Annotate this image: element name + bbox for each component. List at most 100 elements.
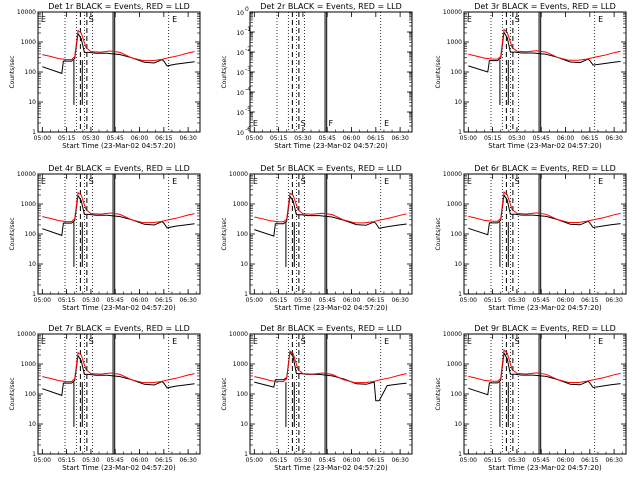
panel-title: Det 8r BLACK = Events, RED = LLD — [260, 324, 402, 333]
panel-title: Det 5r BLACK = Events, RED = LLD — [260, 164, 402, 173]
y-tick-label: 10 — [28, 261, 36, 268]
attenuator-marker-f: F — [328, 119, 333, 128]
y-tick-label: 10 — [236, 30, 244, 37]
y-tick-label: 10 — [236, 10, 244, 17]
x-tick-label: 05:15 — [58, 297, 75, 304]
x-tick-label: 06:30 — [605, 457, 622, 464]
y-tick-label: 10 — [240, 421, 248, 428]
attenuator-marker-e: E — [467, 177, 472, 186]
x-tick-label: 05:15 — [484, 135, 501, 142]
y-tick-label: 100 — [451, 391, 463, 398]
y-tick-exponent: -1 — [245, 26, 251, 33]
x-tick-label: 05:15 — [58, 135, 75, 142]
y-axis-label: Counts/sec — [435, 55, 442, 88]
x-tick-label: 05:00 — [246, 457, 263, 464]
y-axis-label: Counts/sec — [9, 55, 16, 88]
x-tick-label: 05:30 — [508, 457, 525, 464]
y-tick-label: 1000 — [21, 39, 36, 46]
y-tick-label: 1 — [244, 291, 248, 298]
attenuator-marker-e: E — [41, 177, 46, 186]
y-tick-label: 10000 — [229, 331, 248, 338]
x-tick-label: 05:30 — [82, 297, 99, 304]
x-tick-label: 05:45 — [533, 135, 550, 142]
attenuator-marker-e: E — [172, 15, 177, 24]
x-tick-label: 05:15 — [270, 457, 287, 464]
events-line — [42, 354, 195, 397]
y-tick-exponent: -6 — [245, 126, 251, 133]
x-tick-label: 06:00 — [557, 135, 574, 142]
lld-line — [468, 28, 621, 61]
y-tick-label: 10000 — [443, 171, 462, 178]
y-tick-label: 1000 — [233, 201, 248, 208]
x-tick-label: 05:30 — [294, 457, 311, 464]
y-tick-label: 100 — [25, 69, 37, 76]
x-axis-label: Start Time (23-Mar-02 04:57:20) — [62, 464, 176, 472]
y-tick-label: 1000 — [447, 361, 462, 368]
panel-det-3r: Det 3r BLACK = Events, RED = LLD 1 10 100 10… — [435, 2, 627, 150]
x-tick-label: 05:45 — [107, 135, 124, 142]
lld-line — [42, 351, 195, 384]
y-tick-exponent: -2 — [245, 46, 251, 53]
events-line — [468, 351, 621, 396]
y-tick-label: 10 — [236, 90, 244, 97]
x-tick-label: 05:15 — [270, 135, 287, 142]
x-tick-label: 06:00 — [131, 457, 148, 464]
events-line — [42, 32, 195, 75]
panel-title: Det 4r BLACK = Events, RED = LLD — [48, 164, 190, 173]
x-tick-label: 05:30 — [508, 135, 525, 142]
attenuator-marker-e: E — [598, 337, 603, 346]
y-tick-exponent: -5 — [245, 106, 251, 113]
x-tick-label: 05:30 — [294, 297, 311, 304]
x-axis-label: Start Time (23-Mar-02 04:57:20) — [274, 142, 388, 150]
y-tick-label: 10 — [236, 70, 244, 77]
y-tick-label: 1 — [32, 451, 36, 458]
x-tick-label: 05:45 — [319, 457, 336, 464]
y-axis-label: Counts/sec — [9, 377, 16, 410]
x-tick-label: 05:00 — [34, 457, 51, 464]
x-tick-label: 05:15 — [58, 457, 75, 464]
x-tick-label: 06:00 — [131, 297, 148, 304]
y-tick-label: 10 — [236, 50, 244, 57]
attenuator-marker-s: S — [89, 15, 94, 24]
x-tick-label: 05:45 — [533, 457, 550, 464]
attenuator-marker-e: E — [598, 177, 603, 186]
lld-line — [468, 191, 621, 223]
x-tick-label: 06:15 — [581, 135, 598, 142]
y-tick-label: 100 — [25, 231, 37, 238]
x-tick-label: 05:30 — [82, 457, 99, 464]
x-axis-label: Start Time (23-Mar-02 04:57:20) — [488, 304, 602, 312]
x-tick-label: 06:15 — [155, 457, 172, 464]
series-group — [468, 191, 621, 267]
attenuator-marker-s: S — [301, 337, 306, 346]
lld-line — [254, 350, 407, 384]
plot-frame — [249, 333, 413, 455]
y-tick-label: 1000 — [21, 361, 36, 368]
series-group — [468, 28, 621, 105]
y-tick-label: 100 — [25, 391, 37, 398]
x-tick-label: 05:45 — [319, 297, 336, 304]
y-axis-label: Counts/sec — [221, 217, 228, 250]
y-tick-label: 1 — [458, 451, 462, 458]
x-tick-label: 06:30 — [391, 135, 408, 142]
panel-title: Det 2r BLACK = Events, RED = LLD — [260, 2, 402, 11]
x-tick-label: 06:30 — [605, 135, 622, 142]
attenuator-marker-e: E — [41, 15, 46, 24]
x-tick-label: 05:45 — [107, 457, 124, 464]
panel-det-7r: Det 7r BLACK = Events, RED = LLD 1 10 100 10… — [9, 324, 201, 472]
series-group — [254, 350, 407, 427]
x-tick-label: 06:15 — [155, 297, 172, 304]
y-tick-label: 1000 — [21, 201, 36, 208]
x-tick-label: 06:30 — [605, 297, 622, 304]
y-tick-label: 10000 — [443, 331, 462, 338]
panel-det-9r: Det 9r BLACK = Events, RED = LLD 1 10 100 10… — [435, 324, 627, 472]
x-tick-label: 06:00 — [557, 297, 574, 304]
attenuator-marker-e: E — [467, 15, 472, 24]
y-axis-label: Counts/sec — [221, 377, 228, 410]
x-tick-label: 05:45 — [533, 297, 550, 304]
x-axis-label: Start Time (23-Mar-02 04:57:20) — [62, 304, 176, 312]
plot-frame — [249, 11, 413, 133]
attenuator-marker-e: E — [253, 177, 258, 186]
y-axis-label: Counts/sec — [221, 55, 228, 88]
x-tick-label: 06:00 — [557, 457, 574, 464]
